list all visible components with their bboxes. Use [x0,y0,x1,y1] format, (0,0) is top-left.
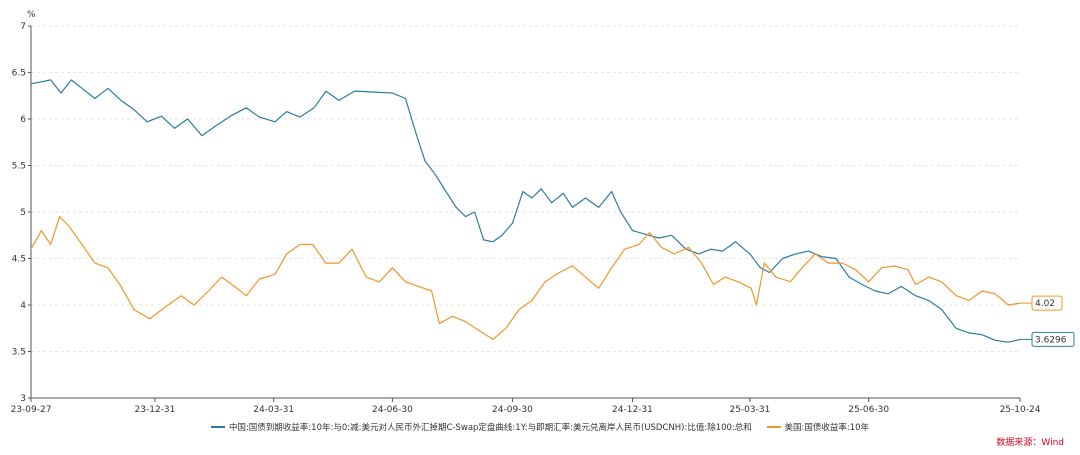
legend-label-us-10y: 美国:国债收益率:10年 [784,423,870,433]
y-tick-label: 5.5 [12,162,26,172]
legend-swatch-china-spread [210,426,225,428]
x-tick-label: 23-09-27 [11,405,52,415]
x-tick-label: 25-06-30 [848,405,889,415]
x-tick-label: 24-06-30 [372,405,413,415]
x-tick-label: 24-03-31 [253,405,294,415]
series-line-0 [30,79,1021,343]
x-tick-label: 25-10-24 [1000,405,1041,415]
legend-item-china-spread[interactable]: 中国:国债到期收益率:10年:与0:减:美元对人民币外汇掉期C-Swap定盘曲线… [210,421,752,433]
y-tick-label: 5 [20,208,26,218]
y-tick-label: 3 [20,394,26,404]
y-tick-label: 3.5 [12,348,26,358]
legend-label-china-spread: 中国:国债到期收益率:10年:与0:减:美元对人民币外汇掉期C-Swap定盘曲线… [228,423,752,433]
y-tick-label: 4 [20,301,26,311]
y-axis-unit: % [27,10,36,20]
series-layer [30,79,1021,343]
series-line-1 [30,216,1021,340]
end-label-box [1031,331,1075,347]
x-tick-label: 25-03-31 [729,405,770,415]
end-label-value: 4.02 [1035,299,1055,309]
x-tick-label: 24-12-31 [612,405,653,415]
grid-lines [31,25,1020,352]
end-labels: 3.6296 4.02 [1020,295,1075,347]
legend-item-us-10y[interactable]: 美国:国债收益率:10年 [766,421,870,433]
end-label-box [1031,295,1063,311]
end-label-value: 3.6296 [1035,335,1067,345]
x-tick-label: 24-09-30 [492,405,533,415]
end-label-china-spread: 3.6296 [1020,331,1075,347]
legend: 中国:国债到期收益率:10年:与0:减:美元对人民币外汇掉期C-Swap定盘曲线… [0,421,1080,433]
legend-swatch-us-10y [766,426,781,428]
line-chart: % 3 3.5 4 4.5 5 5.5 6 6.5 7 23-09-27 23-12-31 24-0… [11,10,1075,415]
y-tick-label: 6 [20,115,26,125]
x-axis-ticks: 23-09-27 23-12-31 24-03-31 24-06-30 24-09-30… [11,398,1041,415]
y-tick-label: 6.5 [12,69,26,79]
y-axis-ticks: 3 3.5 4 4.5 5 5.5 6 6.5 7 [12,22,31,404]
data-source-note: 数据来源：Wind [996,438,1064,448]
y-tick-label: 7 [20,22,26,32]
y-tick-label: 4.5 [12,255,26,265]
x-tick-label: 23-12-31 [135,405,176,415]
end-label-us-10y: 4.02 [1020,295,1063,311]
